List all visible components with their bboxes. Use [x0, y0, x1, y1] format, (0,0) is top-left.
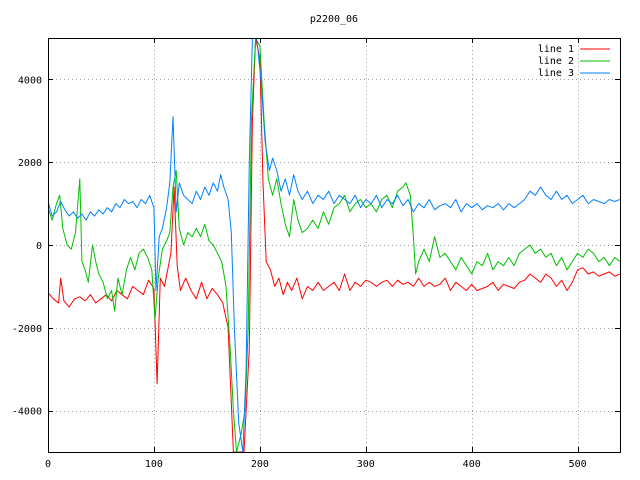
series-line-2 — [48, 38, 620, 452]
series-group — [48, 38, 620, 452]
x-tick-label: 500 — [569, 459, 587, 470]
x-tick-label: 400 — [463, 459, 481, 470]
x-tick-label: 100 — [145, 459, 163, 470]
legend-label: line 2 — [538, 56, 574, 67]
legend-label: line 1 — [538, 44, 574, 55]
y-tick-label: -2000 — [12, 324, 42, 335]
series-line-1 — [48, 38, 620, 452]
legend-label: line 3 — [538, 68, 574, 79]
plot-frame — [48, 38, 621, 453]
y-tick-label: 4000 — [18, 75, 42, 86]
x-tick-label: 200 — [251, 459, 269, 470]
y-tick-label: 0 — [36, 241, 42, 252]
x-axis: 0 100 200 300 400 500 — [45, 38, 587, 470]
x-tick-label: 0 — [45, 459, 51, 470]
y-tick-label: 2000 — [18, 158, 42, 169]
y-tick-label: -4000 — [12, 407, 42, 418]
y-axis: -4000 -2000 0 2000 4000 — [12, 75, 620, 418]
x-tick-label: 300 — [357, 459, 375, 470]
chart-title: p2200_06 — [310, 14, 358, 25]
series-line-3 — [48, 38, 620, 452]
grid — [48, 38, 620, 452]
